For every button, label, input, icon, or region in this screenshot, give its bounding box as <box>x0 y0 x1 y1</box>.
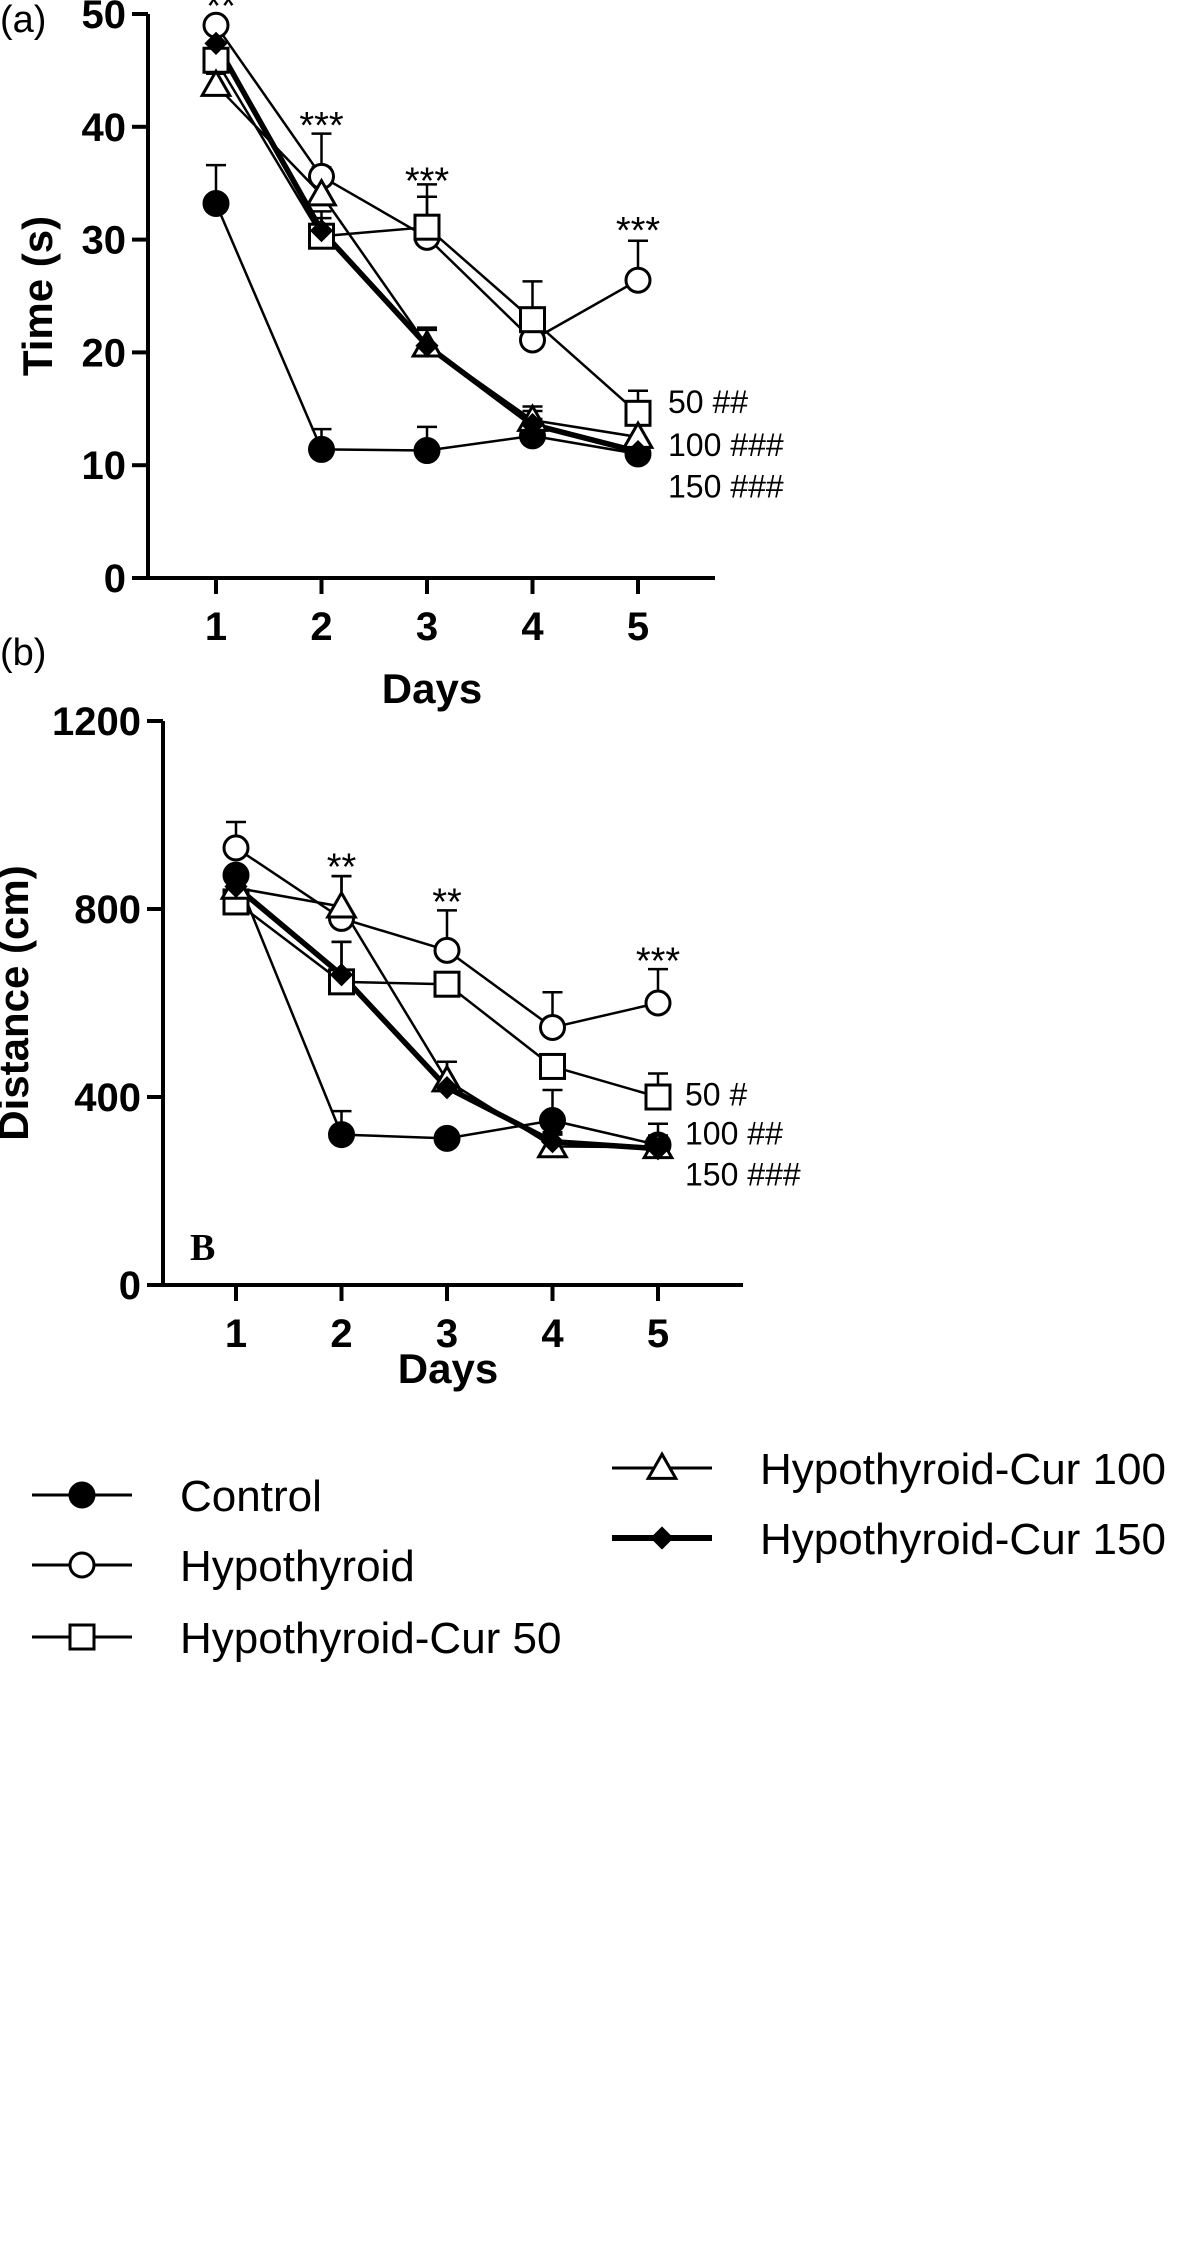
data-point-control <box>202 190 230 218</box>
x-axis-title: Days <box>398 1345 498 1392</box>
data-point-hypothyroid-cur-100 <box>325 889 358 919</box>
dose-label: 150 ### <box>668 469 784 505</box>
x-tick-label: 1 <box>225 1312 247 1356</box>
legend-marker-hypothyroid <box>68 1551 96 1579</box>
legend: Control Hypothyroid Hypothyroid-Cur 50 Hypo… <box>32 1445 1166 1663</box>
legend-item-hypothyroid-cur-100: Hypothyroid-Cur 100 <box>612 1445 1166 1494</box>
y-tick-label: 0 <box>119 1264 141 1308</box>
x-tick-label: 1 <box>205 605 227 649</box>
legend-item-hypothyroid: Hypothyroid <box>32 1542 415 1591</box>
y-tick-label: 400 <box>74 1076 141 1120</box>
legend-marker-hypothyroid-cur-100 <box>645 1451 679 1480</box>
y-tick-label: 40 <box>82 106 127 150</box>
inset-label: B <box>190 1227 215 1269</box>
x-tick-label: 5 <box>647 1312 669 1356</box>
significance-label: *** <box>616 210 661 252</box>
data-point-control <box>308 435 335 463</box>
x-axis-title: Days <box>382 665 482 712</box>
significance-label: *** <box>405 160 450 202</box>
series-hypothyroid <box>311 132 648 340</box>
data-point-hypothyroid <box>433 936 461 964</box>
data-point-hypothyroid-cur-150 <box>415 334 439 358</box>
significance-label: ** <box>327 846 357 888</box>
data-point-hypothyroid-cur-150 <box>329 963 354 987</box>
data-point-hypothyroid <box>539 1013 566 1041</box>
legend-marker-control <box>68 1481 96 1509</box>
legend-label: Hypothyroid <box>180 1542 415 1591</box>
data-point-hypothyroid-cur-100 <box>305 177 338 207</box>
significance-label: ** <box>432 882 462 924</box>
x-tick-label: 2 <box>330 1312 352 1356</box>
data-point-hypothyroid-cur-150 <box>646 1137 670 1161</box>
panel-label: (a) <box>0 0 46 41</box>
legend-label: Control <box>180 1472 322 1521</box>
data-point-hypothyroid-cur-50 <box>519 306 546 334</box>
legend-item-control: Control <box>32 1472 322 1521</box>
series-line-hypothyroid-cur-100 <box>215 84 639 439</box>
dose-label: 50 # <box>685 1077 747 1113</box>
data-point-hypothyroid <box>644 989 672 1017</box>
y-tick-label: 20 <box>82 331 127 375</box>
data-point-hypothyroid-cur-150 <box>224 874 248 899</box>
x-tick-label: 4 <box>521 605 544 649</box>
dose-label: 50 ## <box>668 384 748 420</box>
y-axis-title: Time (s) <box>14 216 61 376</box>
series-hypothyroid-cur-150 <box>311 210 648 452</box>
significance-label: *** <box>636 940 681 982</box>
data-point-control <box>433 1124 461 1152</box>
dose-label: 100 ## <box>685 1116 783 1152</box>
data-point-hypothyroid-cur-150 <box>435 1075 459 1100</box>
y-tick-label: 10 <box>82 444 127 488</box>
legend-item-hypothyroid-cur-150: Hypothyroid-Cur 150 <box>612 1515 1166 1564</box>
data-point-hypothyroid-cur-50 <box>413 213 441 241</box>
data-point-hypothyroid <box>624 266 652 294</box>
data-point-hypothyroid-cur-150 <box>520 412 545 437</box>
legend-item-hypothyroid-cur-50: Hypothyroid-Cur 50 <box>32 1614 562 1663</box>
x-tick-label: 5 <box>627 605 649 649</box>
data-point-hypothyroid-cur-50 <box>433 970 461 998</box>
x-tick-label: 4 <box>541 1312 564 1356</box>
y-axis-title: Distance (cm) <box>0 865 37 1140</box>
data-point-control <box>328 1121 355 1149</box>
data-point-hypothyroid-cur-150 <box>626 440 650 464</box>
x-tick-label: 3 <box>416 605 438 649</box>
data-point-hypothyroid-cur-150 <box>540 1130 565 1154</box>
dose-label: 100 ### <box>668 427 784 463</box>
dose-label: 150 ### <box>685 1157 801 1193</box>
y-tick-label: 50 <box>82 0 127 37</box>
y-tick-label: 30 <box>82 219 127 263</box>
legend-marker-hypothyroid-cur-150 <box>650 1526 674 1550</box>
x-tick-label: 2 <box>310 605 332 649</box>
data-point-control <box>413 437 441 465</box>
y-tick-label: 0 <box>104 557 126 601</box>
legend-label: Hypothyroid-Cur 100 <box>760 1445 1166 1494</box>
x-tick-label: 3 <box>436 1312 458 1356</box>
significance-label: ** <box>206 0 236 28</box>
legend-label: Hypothyroid-Cur 150 <box>760 1515 1166 1564</box>
data-point-hypothyroid-cur-50 <box>644 1083 672 1111</box>
data-point-hypothyroid-cur-150 <box>204 31 228 55</box>
y-tick-label: 800 <box>74 888 141 932</box>
data-point-hypothyroid-cur-100 <box>199 68 233 97</box>
panel-label: (b) <box>0 632 46 674</box>
legend-marker-hypothyroid-cur-50 <box>68 1623 96 1651</box>
series-hypothyroid-cur-100 <box>206 72 648 437</box>
significance-label: *** <box>299 105 344 147</box>
data-point-hypothyroid-cur-150 <box>309 218 334 243</box>
y-tick-label: 1200 <box>52 700 141 744</box>
data-point-hypothyroid <box>222 834 250 862</box>
data-point-control <box>539 1107 566 1134</box>
legend-label: Hypothyroid-Cur 50 <box>180 1614 562 1663</box>
data-point-hypothyroid-cur-50 <box>539 1052 566 1080</box>
